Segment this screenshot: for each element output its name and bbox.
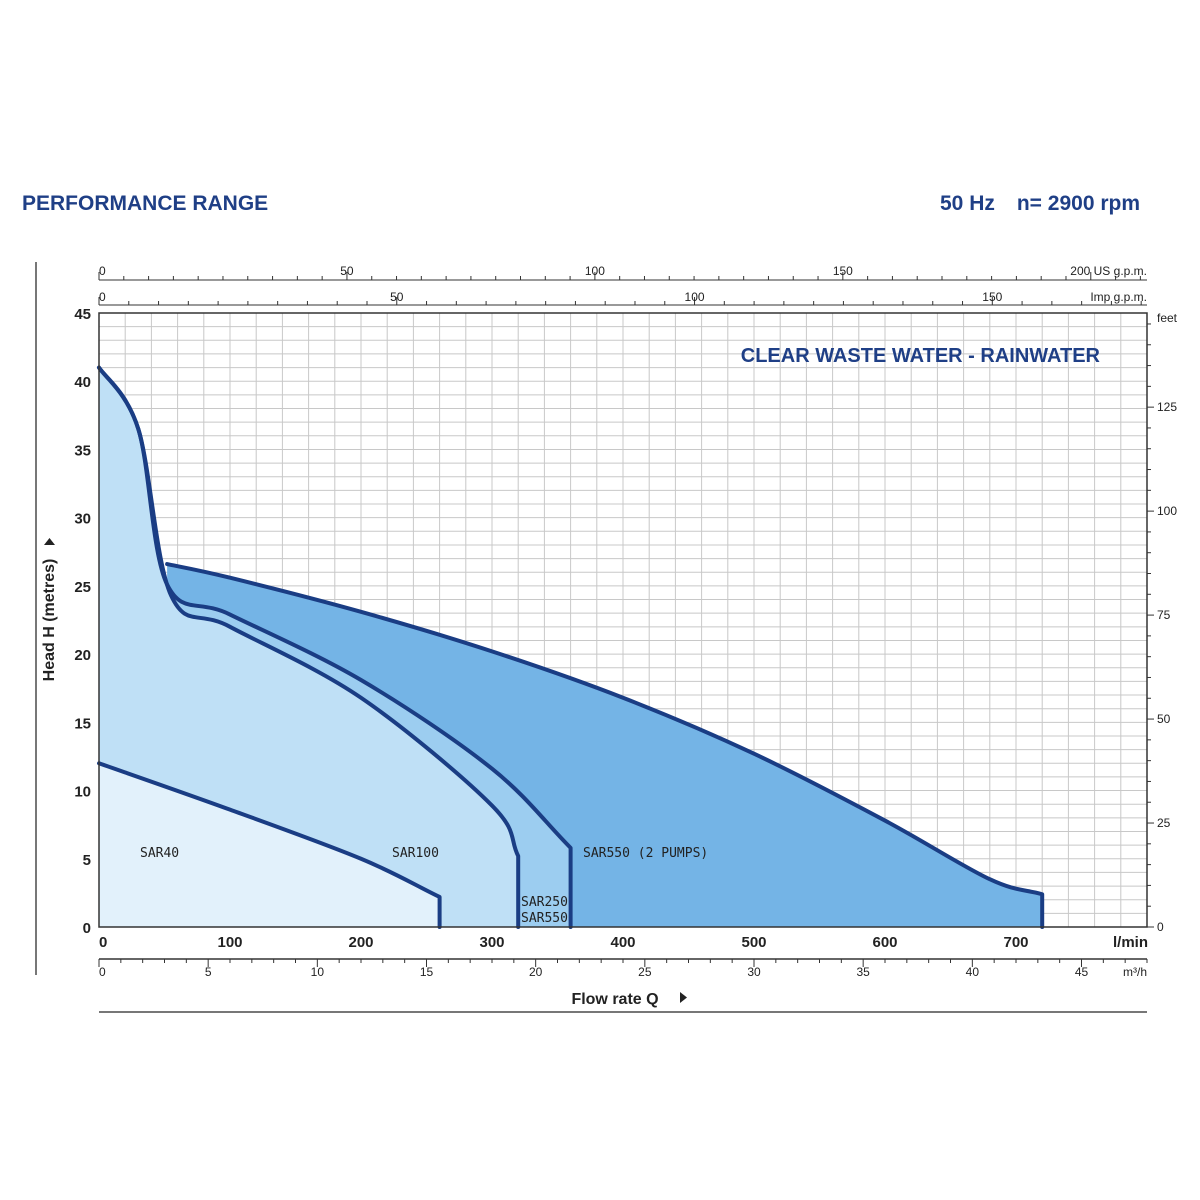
imp-tick-label: 50 xyxy=(390,290,404,304)
y-tick-label: 15 xyxy=(74,715,91,732)
y-tick-label: 10 xyxy=(74,784,91,801)
y-arrow-icon xyxy=(44,538,55,545)
m3h-tick-label: 45 xyxy=(1075,965,1089,979)
m3h-tick-label: 10 xyxy=(311,965,325,979)
chart-title: CLEAR WASTE WATER - RAINWATER xyxy=(741,345,1101,367)
us-tick-label: 150 xyxy=(833,264,853,278)
x-tick-label: 700 xyxy=(1003,934,1028,951)
series-label-sar40: SAR40 xyxy=(140,846,179,861)
speed-spec: 50 Hz n= 2900 rpm xyxy=(940,192,1140,216)
y-tick-label: 40 xyxy=(74,374,91,391)
imp-tick-label: 0 xyxy=(99,290,106,304)
y-tick-label: 0 xyxy=(83,920,91,937)
series-label-sar550: SAR550 xyxy=(521,911,568,926)
y-tick-label: 20 xyxy=(74,647,91,664)
x-arrow-icon xyxy=(680,992,687,1003)
y-tick-label: 45 xyxy=(74,306,91,323)
m3h-tick-label: 35 xyxy=(856,965,870,979)
feet-tick-label: 0 xyxy=(1157,920,1164,934)
x-tick-label: 100 xyxy=(217,934,242,951)
feet-tick-label: 25 xyxy=(1157,816,1171,830)
m3h-tick-label: 40 xyxy=(966,965,980,979)
us-tick-label: 0 xyxy=(99,264,106,278)
imp-tick-label: 100 xyxy=(685,290,705,304)
feet-unit: feet xyxy=(1157,311,1178,325)
y-tick-label: 30 xyxy=(74,511,91,528)
m3h-tick-label: 15 xyxy=(420,965,434,979)
m3h-tick-label: 20 xyxy=(529,965,543,979)
m3h-tick-label: 25 xyxy=(638,965,652,979)
us-tick-label: 50 xyxy=(340,264,354,278)
series-label-sar250: SAR250 xyxy=(521,895,568,910)
frequency-label: 50 Hz xyxy=(940,192,995,215)
feet-tick-label: 50 xyxy=(1157,712,1171,726)
y-axis-label: Head H (metres) xyxy=(41,559,58,682)
m3h-unit: m³/h xyxy=(1123,965,1147,979)
feet-tick-label: 100 xyxy=(1157,504,1177,518)
series-label-sar100: SAR100 xyxy=(392,846,439,861)
y-tick-label: 25 xyxy=(74,579,91,596)
imp-unit: Imp g.p.m. xyxy=(1090,290,1147,304)
plot-frame xyxy=(98,312,1148,928)
m3h-tick-label: 0 xyxy=(99,965,106,979)
x-tick-label: 600 xyxy=(872,934,897,951)
us-unit: 200 US g.p.m. xyxy=(1070,264,1147,278)
x-tick-label: 300 xyxy=(479,934,504,951)
x-tick-label: 500 xyxy=(741,934,766,951)
feet-tick-label: 75 xyxy=(1157,608,1171,622)
imp-tick-label: 150 xyxy=(982,290,1002,304)
x-tick-label: 200 xyxy=(348,934,373,951)
us-tick-label: 100 xyxy=(585,264,605,278)
m3h-tick-label: 30 xyxy=(747,965,761,979)
area-sar100 xyxy=(99,367,519,928)
rpm-label: n= 2900 rpm xyxy=(1016,192,1141,215)
series-label-sar550-2-pumps: SAR550 (2 PUMPS) xyxy=(583,846,708,861)
x-unit: l/min xyxy=(1113,934,1148,951)
feet-tick-label: 125 xyxy=(1157,400,1177,414)
curve-sar40 xyxy=(97,761,442,929)
curve-sar550-2pumps xyxy=(165,562,1045,929)
curve-sar250 xyxy=(97,365,521,929)
x-tick-label: 0 xyxy=(99,934,107,951)
x-axis-label: Flow rate Q xyxy=(571,991,658,1008)
page-title: PERFORMANCE RANGE xyxy=(22,192,269,215)
m3h-tick-label: 5 xyxy=(205,965,212,979)
x-tick-label: 400 xyxy=(610,934,635,951)
y-tick-label: 5 xyxy=(83,852,91,869)
areas xyxy=(97,365,1045,929)
y-tick-label: 35 xyxy=(74,442,91,459)
area-sar40 xyxy=(99,763,440,927)
